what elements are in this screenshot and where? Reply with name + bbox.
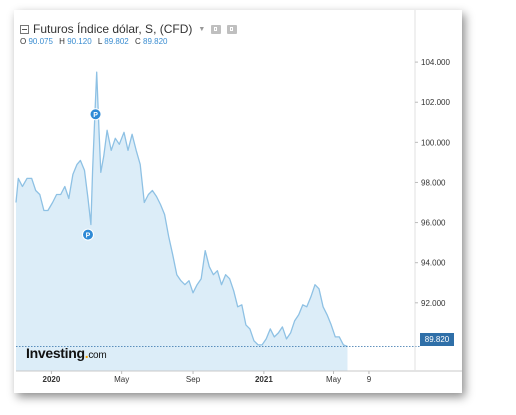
price-marker-icon[interactable]: P — [89, 108, 102, 121]
dropdown-caret-icon[interactable]: ▼ — [198, 25, 206, 33]
y-axis-ticks: 104.000 102.000 100.000 98.000 96.000 94.000 9… — [415, 58, 450, 308]
logo-main: Investing — [26, 345, 85, 361]
x-tick-label: 2020 — [43, 375, 61, 384]
logo-suffix: com — [88, 350, 107, 361]
ohlc-open-label: O — [20, 37, 27, 46]
chart-canvas[interactable]: PP 104.000102.000100.00098.00096.00094.0… — [14, 10, 462, 393]
price-marker-icon[interactable]: P — [81, 228, 94, 241]
price-line — [15, 71, 348, 348]
ohlc-close-value: 89.820 — [143, 37, 168, 46]
y-tick-label: 98.000 — [421, 178, 446, 187]
y-tick-label: 96.000 — [421, 219, 446, 228]
price-marker-label: P — [93, 112, 98, 119]
y-tick-label: 92.000 — [421, 299, 446, 308]
ohlc-high-value: 90.120 — [67, 37, 92, 46]
last-price-badge: 89.820 — [420, 333, 454, 346]
marker-layer: PP — [81, 108, 102, 241]
ohlc-close-label: C — [134, 37, 141, 46]
y-tick-label: 104.000 — [421, 58, 450, 67]
x-tick-label: May — [326, 375, 341, 384]
collapse-icon[interactable] — [20, 24, 29, 34]
x-tick-label: May — [114, 375, 129, 384]
close-icon[interactable] — [227, 24, 238, 34]
x-axis-ticks: 2020 May Sep 2021 May 9 — [43, 371, 372, 384]
chart-title[interactable]: Futuros Índice dólar, S, (CFD) — [33, 22, 193, 36]
price-marker-label: P — [86, 232, 91, 239]
ohlc-low-label: L — [97, 37, 103, 46]
chart-header: Futuros Índice dólar, S, (CFD) ▼ — [20, 22, 238, 36]
x-tick-label: 9 — [367, 375, 372, 384]
y-tick-label: 102.000 — [421, 98, 450, 107]
ohlc-readout: O 90.075 H 90.120 L 89.802 C 89.820 — [20, 37, 171, 46]
ohlc-high-label: H — [59, 37, 65, 46]
y-tick-label: 94.000 — [421, 259, 446, 268]
price-area-fill — [16, 72, 348, 371]
settings-icon[interactable] — [211, 24, 222, 34]
logo-dot: . — [84, 345, 89, 361]
ohlc-low-value: 89.802 — [104, 37, 129, 46]
x-tick-label: Sep — [186, 375, 201, 384]
ohlc-open-value: 90.075 — [28, 37, 53, 46]
investing-logo: Investing.com — [26, 345, 107, 361]
y-tick-label: 100.000 — [421, 138, 450, 147]
x-tick-label: 2021 — [255, 375, 273, 384]
